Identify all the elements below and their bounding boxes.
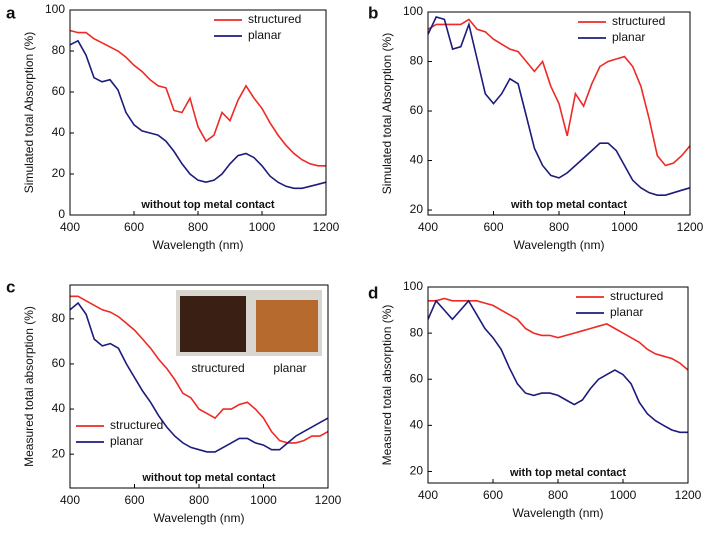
y-tick-label: 80: [52, 311, 66, 325]
y-tick-label: 40: [410, 418, 424, 432]
x-tick-label: 600: [483, 220, 503, 234]
y-tick-label: 20: [410, 464, 424, 478]
x-tick-label: 400: [418, 220, 438, 234]
panel-label: c: [6, 277, 15, 296]
x-axis-label: Wavelength (nm): [514, 238, 605, 252]
y-axis-label: Simulated total Absorption (%): [380, 33, 394, 194]
x-tick-label: 800: [548, 488, 568, 502]
photo-inset: structured planar: [176, 290, 322, 375]
y-axis-label: Measured total absorption (%): [22, 306, 36, 467]
y-tick-label: 80: [410, 325, 424, 339]
legend-label: structured: [612, 14, 665, 28]
structured-sample: [180, 296, 246, 352]
data-line: [427, 18, 691, 167]
y-tick-label: 80: [52, 43, 66, 57]
x-tick-label: 800: [188, 220, 208, 234]
y-tick-label: 40: [52, 125, 66, 139]
x-tick-label: 1000: [610, 488, 637, 502]
annotation: without top metal contact: [141, 472, 276, 484]
legend-label: planar: [610, 305, 643, 319]
x-axis-label: Wavelength (nm): [513, 506, 604, 520]
x-tick-label: 800: [189, 493, 209, 507]
panel-label: b: [368, 3, 378, 22]
x-axis-label: Wavelength (nm): [154, 511, 245, 525]
y-axis-label: Measured total absorption (%): [380, 305, 394, 466]
y-tick-label: 0: [58, 207, 65, 221]
data-line: [427, 299, 688, 434]
x-tick-label: 600: [483, 488, 503, 502]
x-tick-label: 600: [124, 220, 144, 234]
panel: c 400 600 800 1000 1200 20 40 60 80 Wavelength (nm…: [6, 277, 342, 525]
x-tick-label: 1000: [250, 493, 277, 507]
plot-frame: [69, 284, 329, 489]
x-tick-label: 1200: [315, 493, 342, 507]
legend-label: planar: [110, 434, 143, 448]
annotation: with top metal contact: [509, 467, 626, 479]
plot-frame: [69, 9, 327, 216]
plot-frame: [427, 286, 689, 484]
x-tick-label: 400: [418, 488, 438, 502]
x-tick-label: 1200: [313, 220, 340, 234]
panel: a 400 600 800 1000 1200 0 20 40 60 80 100 Wavelength…: [6, 2, 340, 252]
planar-sample: [256, 300, 318, 352]
panel-label: d: [368, 283, 378, 302]
data-line: [427, 16, 691, 196]
x-tick-label: 1000: [249, 220, 276, 234]
y-tick-label: 40: [52, 401, 66, 415]
x-axis-label: Wavelength (nm): [153, 238, 244, 252]
data-line: [69, 301, 329, 453]
legend-label: planar: [248, 28, 281, 42]
inset-label: structured: [191, 361, 244, 375]
data-line: [69, 29, 326, 167]
legend-label: structured: [610, 289, 663, 303]
x-tick-label: 800: [549, 220, 569, 234]
y-tick-label: 40: [410, 153, 424, 167]
y-tick-label: 100: [45, 2, 65, 16]
data-line: [69, 39, 327, 190]
data-line: [70, 295, 329, 444]
y-tick-label: 60: [52, 84, 66, 98]
annotation: with top metal contact: [510, 199, 627, 211]
x-tick-label: 1200: [677, 220, 704, 234]
x-tick-label: 1000: [611, 220, 638, 234]
legend-label: structured: [248, 12, 301, 26]
y-tick-label: 20: [410, 202, 424, 216]
x-tick-label: 400: [60, 220, 80, 234]
data-line: [428, 297, 689, 371]
plot-frame: [427, 11, 691, 216]
y-tick-label: 20: [52, 446, 66, 460]
x-tick-label: 400: [60, 493, 80, 507]
panel-label: a: [6, 3, 16, 22]
y-tick-label: 60: [410, 103, 424, 117]
y-tick-label: 100: [403, 4, 423, 18]
annotation: without top metal contact: [140, 199, 275, 211]
legend-label: planar: [612, 30, 645, 44]
inset-label: planar: [273, 361, 306, 375]
y-tick-label: 80: [410, 54, 424, 68]
y-tick-label: 60: [52, 356, 66, 370]
x-tick-label: 1200: [675, 488, 702, 502]
y-tick-label: 100: [403, 279, 423, 293]
y-tick-label: 60: [410, 371, 424, 385]
y-tick-label: 20: [52, 166, 66, 180]
panel: b 400 600 800 1000 1200 20 40 60 80 100 Wavelength …: [368, 3, 704, 252]
legend-label: structured: [110, 418, 163, 432]
panel: d 400 600 800 1000 1200 20 40 60 80 100 Wavelength …: [368, 279, 702, 520]
x-tick-label: 600: [124, 493, 144, 507]
y-axis-label: Simulated total Absorption (%): [22, 32, 36, 193]
